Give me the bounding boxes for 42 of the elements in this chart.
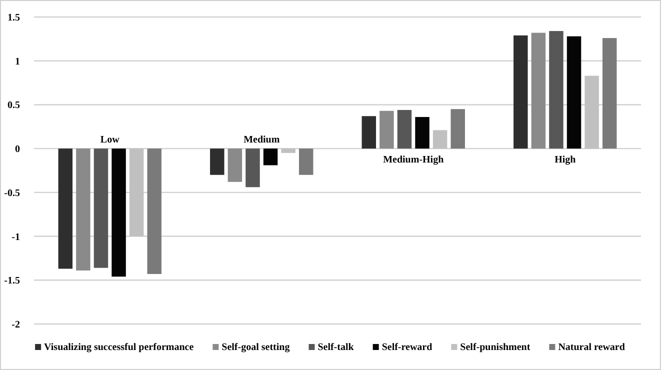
bar bbox=[94, 148, 108, 268]
bar bbox=[362, 116, 376, 149]
bar bbox=[514, 35, 528, 149]
bar bbox=[298, 148, 314, 175]
legend-label: Self-punishment bbox=[460, 342, 531, 353]
bar bbox=[566, 36, 582, 149]
bar bbox=[112, 148, 126, 277]
bar bbox=[415, 116, 430, 149]
bar bbox=[397, 110, 412, 149]
bar bbox=[246, 148, 260, 188]
y-tick-label: 0.5 bbox=[8, 100, 20, 112]
legend-label: Self-goal setting bbox=[222, 342, 290, 353]
legend-label: Natural reward bbox=[558, 342, 626, 353]
y-tick-label: -2 bbox=[12, 320, 20, 330]
y-tick-label: 0 bbox=[15, 144, 20, 156]
y-tick-label: -0.5 bbox=[4, 188, 20, 199]
bar bbox=[281, 148, 296, 153]
bar bbox=[129, 148, 144, 236]
y-tick-label: -1 bbox=[12, 232, 20, 243]
bar bbox=[549, 31, 564, 149]
bar bbox=[263, 148, 278, 166]
bar bbox=[147, 148, 162, 274]
bar bbox=[380, 110, 394, 149]
bar bbox=[531, 32, 546, 149]
bar bbox=[584, 76, 599, 149]
y-tick-label: -1.5 bbox=[4, 276, 20, 287]
y-tick-label: 1.5 bbox=[8, 12, 20, 24]
x-tick-label: Medium bbox=[244, 134, 280, 146]
bar bbox=[210, 148, 224, 175]
x-tick-label: Low bbox=[100, 134, 120, 146]
bar bbox=[432, 130, 448, 149]
y-tick-label: 1 bbox=[15, 56, 20, 68]
bar bbox=[450, 109, 465, 149]
bar bbox=[228, 148, 242, 182]
legend-label: Self-reward bbox=[382, 342, 433, 353]
x-tick-label: High bbox=[554, 154, 576, 166]
x-tick-label: Medium-High bbox=[383, 154, 444, 166]
legend-label: Self-talk bbox=[318, 342, 354, 353]
legend-label: Visualizing successful performance bbox=[44, 342, 194, 353]
bar bbox=[602, 38, 617, 149]
bar bbox=[76, 148, 90, 270]
bar bbox=[58, 148, 73, 269]
